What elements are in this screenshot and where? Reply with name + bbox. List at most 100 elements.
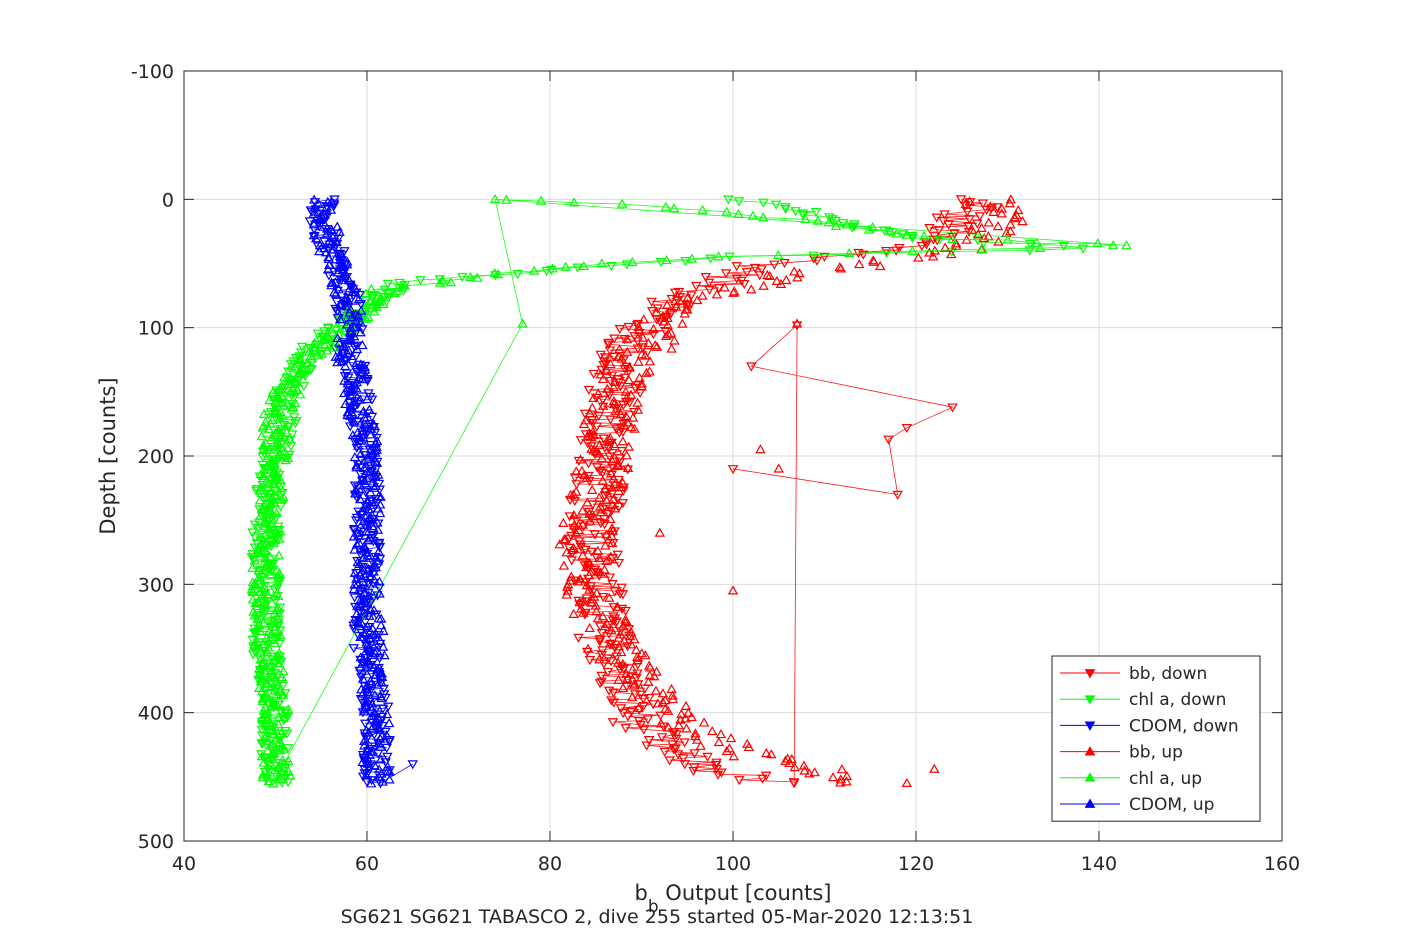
data-point [791,318,803,328]
data-point [363,659,374,669]
data-point [258,757,269,767]
data-point [251,601,262,611]
data-point [671,730,682,740]
data-point [351,417,363,428]
data-point [371,433,382,444]
data-point [601,555,612,565]
data-point [258,558,269,569]
data-point [351,539,363,549]
data-point [758,198,769,208]
data-point [835,774,846,784]
data-point [668,745,679,755]
data-point [663,329,674,339]
data-point [256,720,268,730]
data-point [798,760,810,770]
data-point [272,583,283,593]
data-point [588,511,599,521]
data-point [274,382,286,392]
data-point [883,435,894,445]
data-point [655,711,666,721]
data-point [340,398,351,409]
legend-item: bb, up [1060,743,1183,763]
data-point [345,390,356,400]
data-point [633,356,644,366]
data-point [249,640,260,650]
data-point [272,578,284,588]
data-point [322,331,334,341]
data-point [679,308,691,318]
data-point [596,258,608,268]
data-point [1005,194,1017,204]
data-point [599,353,611,363]
data-point [769,260,780,270]
data-point [1121,240,1132,250]
data-point [711,758,722,768]
data-point [1024,239,1036,249]
data-point [789,762,800,772]
data-point [249,520,261,530]
data-point [363,563,374,573]
data-point [274,413,285,423]
data-point [664,756,675,766]
data-point [992,203,1003,213]
legend-marker [1084,669,1096,679]
data-point [283,378,294,389]
data-point [617,682,629,693]
data-point [569,473,581,483]
data-point [560,534,571,544]
data-point [561,547,572,557]
data-point [963,227,975,238]
data-point [643,337,654,348]
data-point [571,516,582,526]
data-point [326,280,337,290]
data-point [721,206,732,216]
data-point [712,770,724,780]
data-point [615,627,626,637]
data-point [599,483,611,493]
data-point [266,432,278,442]
data-point [257,772,269,782]
data-point [636,381,648,391]
data-point [570,527,582,537]
data-point [615,704,627,714]
data-point [284,770,296,780]
data-point [547,263,558,273]
data-point [1002,234,1013,244]
data-point [490,271,501,281]
data-point [705,254,716,264]
data-point [648,330,659,340]
data-point [270,396,282,406]
data-point [356,673,367,683]
data-point [943,220,954,230]
data-point [627,412,639,422]
data-point [351,343,363,353]
data-point [350,316,362,326]
data-point [597,646,608,656]
data-point [355,359,367,369]
data-point [780,203,791,213]
data-point [359,500,371,510]
x-tick-labels: 40 60 80 100 120 140 160 [172,853,1300,875]
data-point [275,630,286,640]
data-point [342,347,353,357]
data-point [891,228,902,238]
data-point [597,468,608,478]
data-point [349,488,361,498]
data-point [366,710,377,721]
data-point [382,752,393,762]
data-point [321,345,333,355]
data-point [264,551,276,561]
data-point [366,513,377,523]
data-point [614,325,626,335]
data-point [279,446,290,456]
data-point [434,277,446,287]
data-point [356,434,367,444]
data-point [605,415,616,425]
data-point [602,654,614,664]
data-point [247,550,258,560]
data-point [811,256,823,266]
data-point [296,342,308,352]
data-point [351,460,362,470]
data-point [407,760,418,770]
data-point [733,197,745,207]
